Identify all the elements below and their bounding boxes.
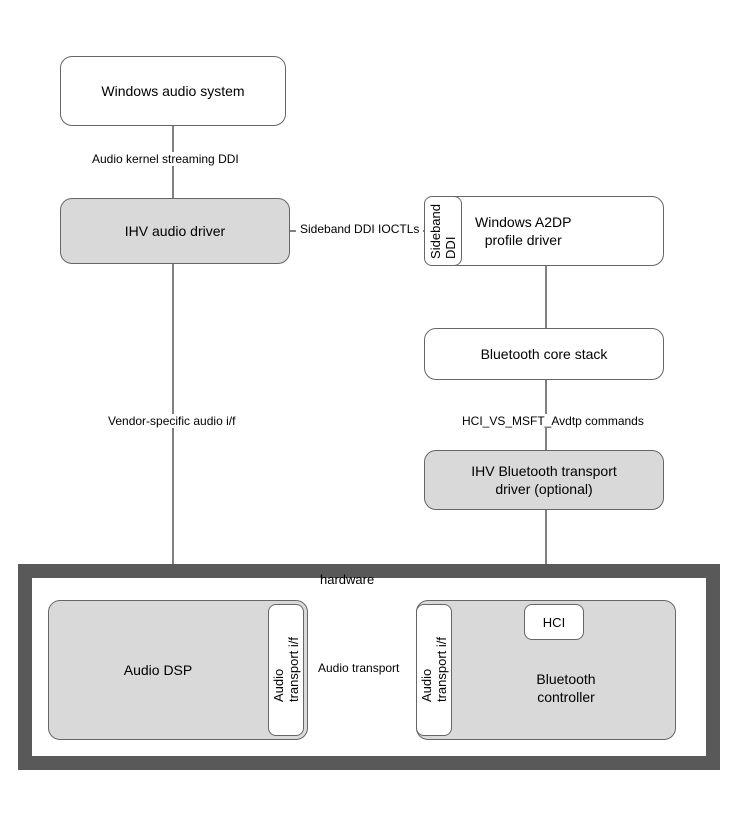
edge-label-e2: Sideband DDI IOCTLs — [296, 222, 423, 236]
node-label: Windows A2DP profile driver — [475, 213, 571, 249]
sub-label: Audio transport i/f — [271, 637, 301, 702]
node-label: Audio DSP — [124, 661, 192, 679]
sub-label: HCI — [543, 615, 565, 630]
sub-label: Sideband DDI — [428, 204, 458, 259]
node-label: IHV audio driver — [125, 222, 225, 240]
node-ihv-audio-driver: IHV audio driver — [60, 198, 290, 264]
node-bluetooth-core-stack: Bluetooth core stack — [424, 328, 664, 380]
edge-label-e3: Vendor-specific audio i/f — [104, 414, 239, 428]
node-windows-audio-system: Windows audio system — [60, 56, 286, 126]
sub-dsp-audio-transport-if: Audio transport i/f — [268, 604, 304, 736]
node-label: Bluetooth controller — [536, 670, 595, 706]
edge-label-e5: HCI_VS_MSFT_Avdtp commands — [458, 414, 648, 428]
sub-label: Audio transport i/f — [419, 637, 449, 702]
sub-ctrl-audio-transport-if: Audio transport i/f — [416, 604, 452, 736]
edge-label-e7: Audio transport — [314, 661, 403, 675]
edge-label-e1: Audio kernel streaming DDI — [88, 152, 243, 166]
node-ihv-bluetooth-transport-driver: IHV Bluetooth transport driver (optional… — [424, 450, 664, 510]
node-label: Windows audio system — [101, 82, 244, 100]
sub-sideband-ddi: Sideband DDI — [424, 196, 462, 266]
sub-hci: HCI — [524, 604, 584, 640]
node-label: Bluetooth core stack — [481, 345, 608, 363]
hardware-label: hardware — [320, 572, 374, 587]
node-label: IHV Bluetooth transport driver (optional… — [471, 462, 617, 498]
